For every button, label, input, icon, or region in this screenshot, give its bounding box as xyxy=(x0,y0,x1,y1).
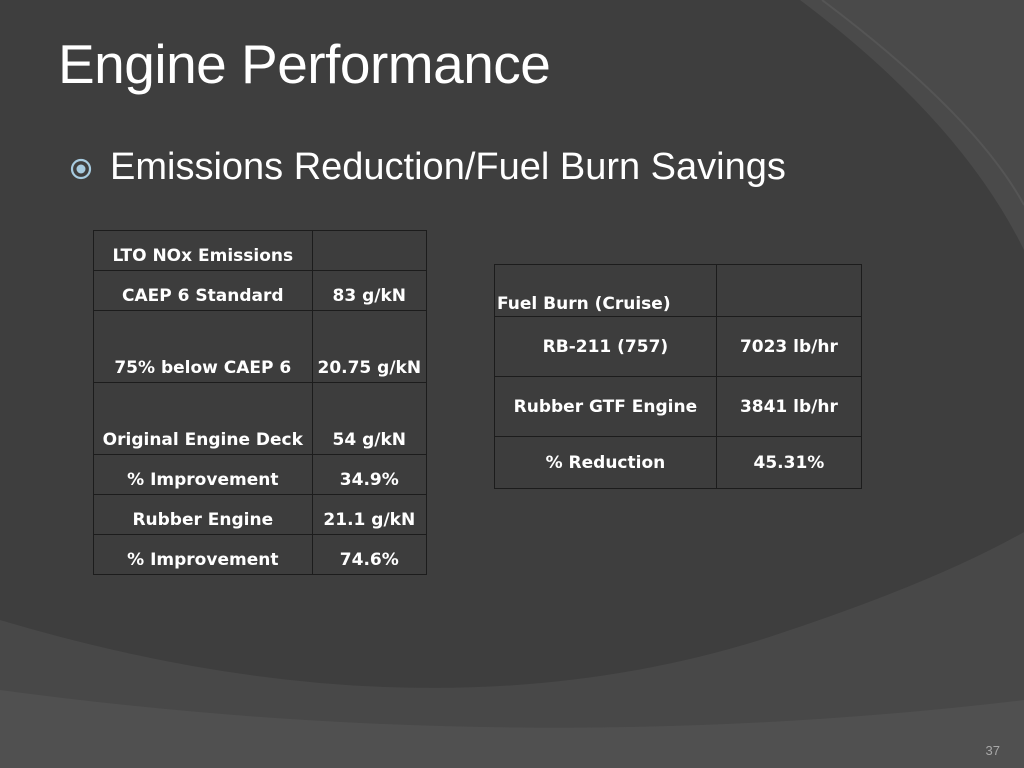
table-cell: LTO NOx Emissions xyxy=(93,230,313,271)
fuel-burn-table: Fuel Burn (Cruise) RB-211 (757) 7023 lb/… xyxy=(494,264,863,489)
table-cell: 75% below CAEP 6 xyxy=(93,310,313,383)
table-cell: Fuel Burn (Cruise) xyxy=(494,264,717,317)
radio-bullet-icon xyxy=(70,158,92,180)
table-row: Rubber Engine 21.1 g/kN xyxy=(93,494,428,535)
nox-emissions-table: LTO NOx Emissions CAEP 6 Standard 83 g/k… xyxy=(93,230,428,575)
table-cell: Rubber Engine xyxy=(93,494,313,535)
table-cell: 3841 lb/hr xyxy=(715,376,863,437)
table-cell: Rubber GTF Engine xyxy=(494,376,717,437)
table-cell: % Improvement xyxy=(93,454,313,495)
table-row: CAEP 6 Standard 83 g/kN xyxy=(93,270,428,311)
bullet-text: Emissions Reduction/Fuel Burn Savings xyxy=(110,146,786,188)
table-cell: % Reduction xyxy=(494,436,717,489)
table-cell: CAEP 6 Standard xyxy=(93,270,313,311)
table-cell: 34.9% xyxy=(311,454,428,495)
table-row: 75% below CAEP 6 20.75 g/kN xyxy=(93,310,428,383)
table-cell: Original Engine Deck xyxy=(93,382,313,455)
table-row: % Improvement 74.6% xyxy=(93,534,428,575)
table-cell xyxy=(311,230,428,271)
table-cell xyxy=(715,264,863,317)
table-cell: 74.6% xyxy=(311,534,428,575)
table-row: % Reduction 45.31% xyxy=(494,436,863,489)
table-cell: 7023 lb/hr xyxy=(715,316,863,377)
table-row: LTO NOx Emissions xyxy=(93,230,428,271)
table-row: RB-211 (757) 7023 lb/hr xyxy=(494,316,863,377)
table-cell: RB-211 (757) xyxy=(494,316,717,377)
table-cell: 20.75 g/kN xyxy=(311,310,428,383)
table-cell: % Improvement xyxy=(93,534,313,575)
table-row: Fuel Burn (Cruise) xyxy=(494,264,863,317)
table-cell: 54 g/kN xyxy=(311,382,428,455)
table-row: Original Engine Deck 54 g/kN xyxy=(93,382,428,455)
page-number: 37 xyxy=(985,743,1000,758)
table-cell: 21.1 g/kN xyxy=(311,494,428,535)
table-row: Rubber GTF Engine 3841 lb/hr xyxy=(494,376,863,437)
slide-title: Engine Performance xyxy=(58,33,551,95)
table-cell: 83 g/kN xyxy=(311,270,428,311)
table-cell: 45.31% xyxy=(715,436,863,489)
table-row: % Improvement 34.9% xyxy=(93,454,428,495)
